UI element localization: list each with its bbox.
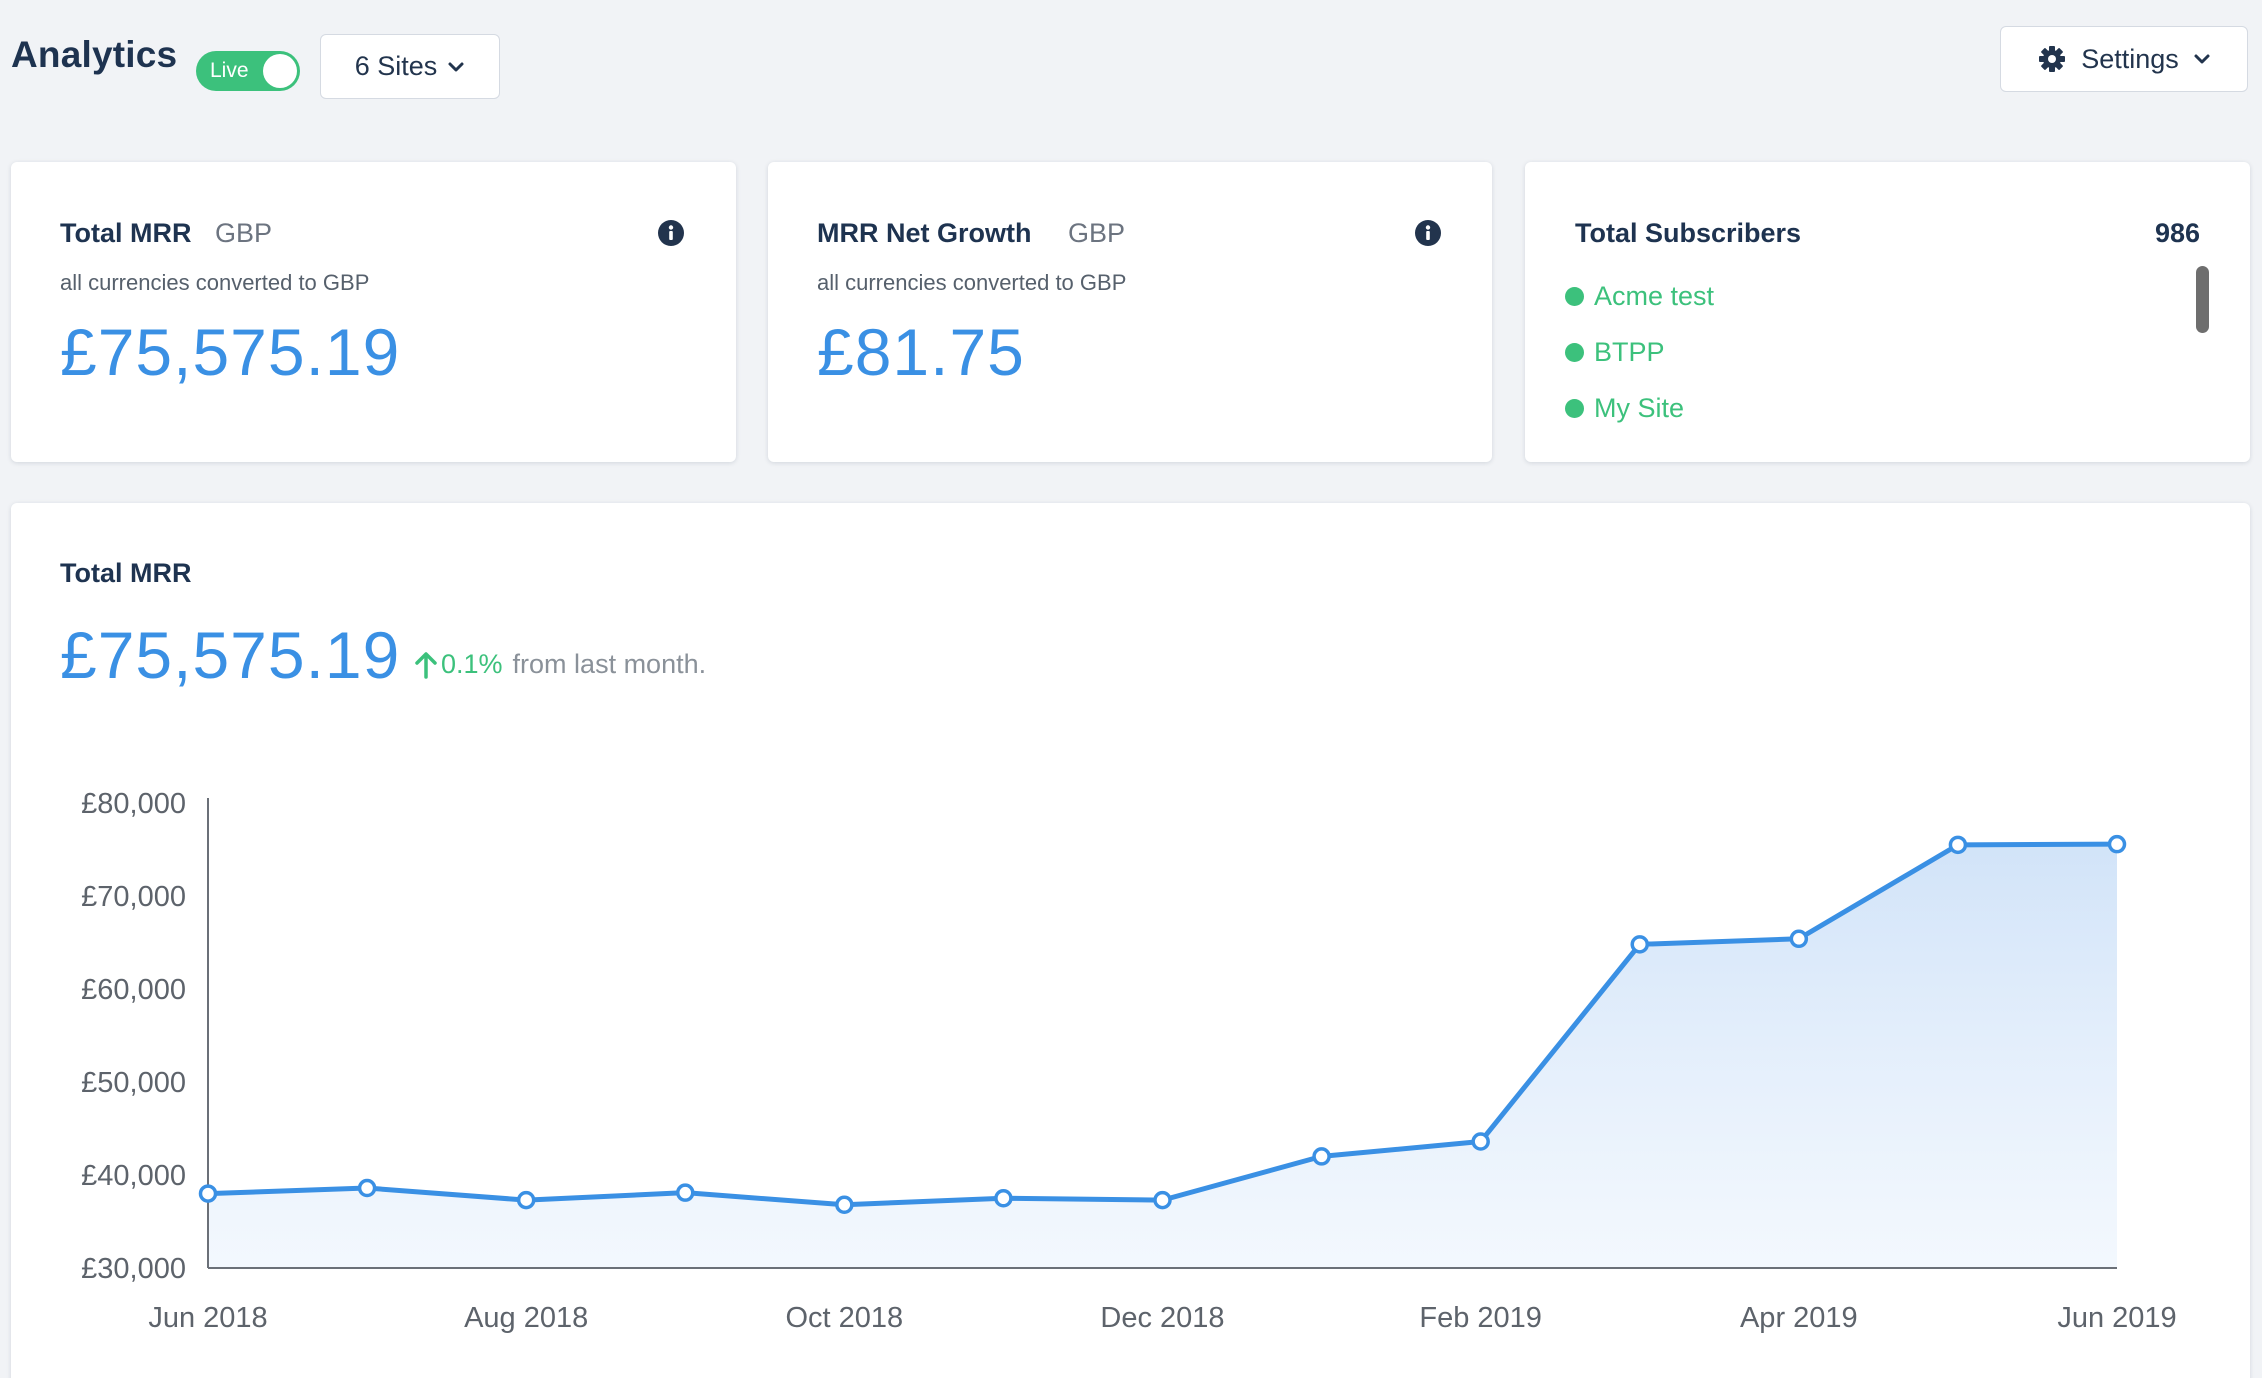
change-percent: 0.1% [441,649,503,679]
gear-icon [2037,44,2067,74]
toggle-knob [263,54,297,88]
data-point [2107,834,2127,854]
sites-dropdown-button[interactable]: 6 Sites [320,34,500,99]
change-indicator: 0.1% from last month. [413,649,706,680]
site-list: Acme test BTPP My Site [1565,268,1714,436]
arrow-up-icon [415,651,437,679]
card-note: all currencies converted to GBP [817,270,1127,295]
data-point [1948,835,1968,855]
x-tick-label: Feb 2019 [1419,1302,1542,1334]
card-value: £81.75 [817,315,1025,389]
list-item[interactable]: BTPP [1565,324,1714,380]
data-point [676,1183,695,1202]
panel-value: £75,575.19 [60,618,401,692]
mrr-net-growth-card: MRR Net Growth GBP all currencies conver… [768,162,1492,462]
live-toggle[interactable]: Live [196,51,300,91]
card-value: £75,575.19 [60,315,401,389]
x-tick-label: Oct 2018 [785,1302,903,1334]
mrr-line-chart: £80,000 £70,000 £60,000 £50,000 £40,000 £30,0… [81,788,2176,1334]
panel-title: Total MRR [60,558,192,588]
settings-button[interactable]: Settings [2000,26,2248,92]
site-name: My Site [1594,392,1685,423]
settings-label: Settings [2081,43,2179,74]
status-dot [1565,398,1584,418]
card-title: Total Subscribers [1575,218,1802,248]
data-point [1153,1190,1172,1210]
mrr-chart-panel: Total MRR £75,575.19 0.1% from last mont… [11,503,2250,1378]
data-point [516,1190,536,1210]
total-mrr-card: Total MRR GBP all currencies converted t… [11,162,736,462]
info-icon[interactable] [657,219,685,247]
y-tick-label: £50,000 [81,1067,186,1099]
chevron-down-icon [447,58,465,76]
status-dot [1565,342,1584,362]
card-currency: GBP [215,218,273,248]
y-tick-label: £60,000 [81,974,186,1006]
y-tick-label: £70,000 [81,881,186,913]
data-point [198,1184,218,1203]
card-title: Total MRR [60,218,192,248]
card-note: all currencies converted to GBP [60,270,370,295]
data-point [357,1178,377,1198]
card-currency: GBP [1068,218,1126,248]
data-point [1789,929,1809,949]
x-tick-label: Aug 2018 [464,1302,588,1334]
chevron-down-icon [2193,50,2211,68]
info-icon[interactable] [1414,219,1442,247]
data-point [994,1189,1013,1208]
page-title: Analytics [11,34,178,75]
total-subscribers-card: Total Subscribers 986 Acme test BTPP My … [1525,162,2250,462]
status-dot [1565,286,1584,306]
x-tick-label: Jun 2018 [148,1302,267,1334]
x-tick-label: Apr 2019 [1740,1302,1858,1334]
subscriber-count: 986 [2154,218,2200,248]
data-point [1630,935,1649,954]
header-bar: Analytics Live 6 Sites [0,0,2262,130]
card-title: MRR Net Growth [817,218,1032,248]
y-tick-label: £40,000 [81,1160,186,1192]
data-point [835,1195,854,1215]
y-tick-label: £80,000 [81,788,186,820]
site-name: Acme test [1594,280,1715,311]
data-point [1312,1147,1331,1166]
x-tick-label: Dec 2018 [1100,1302,1224,1334]
y-tick-label: £30,000 [81,1253,186,1285]
data-point [1471,1132,1490,1151]
live-toggle-label: Live [210,59,249,82]
x-tick-label: Jun 2019 [2057,1302,2176,1334]
list-item[interactable]: Acme test [1565,268,1714,324]
site-name: BTPP [1594,336,1665,367]
sites-dropdown-label: 6 Sites [354,51,438,81]
change-text: from last month. [512,649,707,679]
list-item[interactable]: My Site [1565,380,1714,436]
scrollbar[interactable] [2196,266,2209,333]
